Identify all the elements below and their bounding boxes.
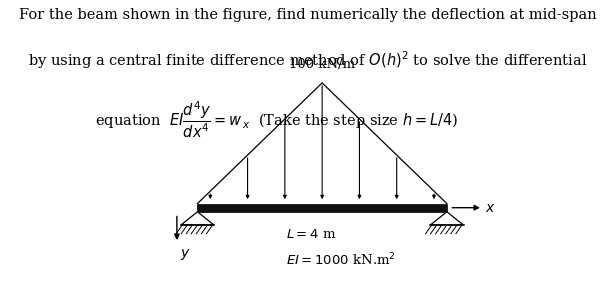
Polygon shape (181, 212, 214, 225)
Text: 100 kN/m: 100 kN/m (289, 58, 355, 71)
Text: $x$: $x$ (485, 201, 496, 215)
Polygon shape (431, 212, 463, 225)
Text: For the beam shown in the figure, find numerically the deflection at mid-span: For the beam shown in the figure, find n… (19, 8, 597, 22)
Text: equation  $EI\dfrac{d^4y}{dx^4} = w_{\,x}$  (Take the step size $h = L/4$): equation $EI\dfrac{d^4y}{dx^4} = w_{\,x}… (95, 99, 458, 140)
Text: by using a central finite difference method of $O(h)^2$ to solve the differentia: by using a central finite difference met… (28, 49, 588, 71)
Text: $L=4$ m: $L=4$ m (286, 228, 336, 241)
Bar (198, 204, 447, 212)
Text: $EI=1000$ kN.m$^2$: $EI=1000$ kN.m$^2$ (286, 251, 396, 268)
Text: $y$: $y$ (180, 247, 191, 262)
